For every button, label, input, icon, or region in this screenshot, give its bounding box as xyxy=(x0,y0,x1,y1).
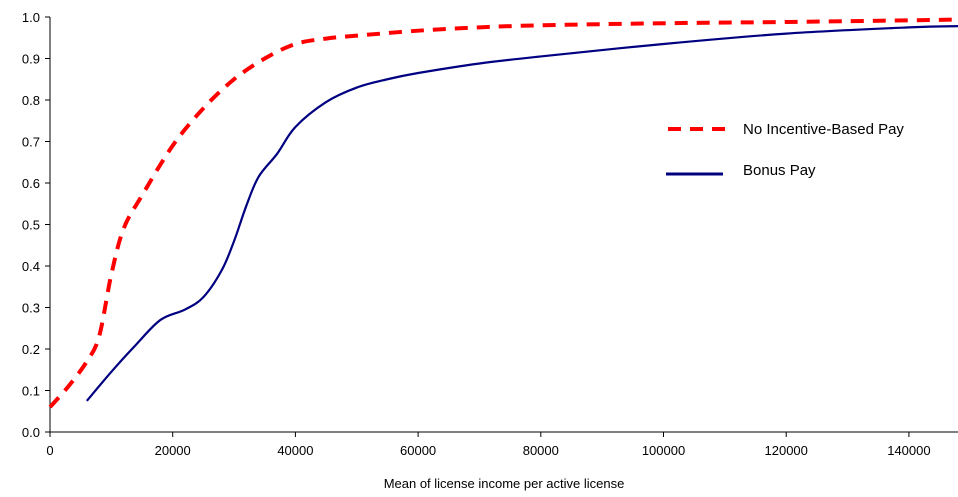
x-axis-title: Mean of license income per active licens… xyxy=(384,476,625,491)
x-tick-label: 120000 xyxy=(765,443,808,458)
x-tick-label: 140000 xyxy=(887,443,930,458)
y-axis-ticks: 0.0 0.1 0.2 0.3 0.4 0.5 0.6 0.7 0.8 0.9 1.0 xyxy=(22,10,50,440)
series-line-bonus-pay xyxy=(85,25,958,402)
y-tick-label: 0.3 xyxy=(22,301,40,316)
x-tick-label: 40000 xyxy=(277,443,313,458)
x-tick-label: 100000 xyxy=(642,443,685,458)
y-tick-label: 0.5 xyxy=(22,218,40,233)
legend-label-no-incentive: No Incentive-Based Pay xyxy=(743,121,904,138)
legend: No Incentive-Based Pay Bonus Pay xyxy=(666,121,904,179)
y-tick-label: 0.2 xyxy=(22,342,40,357)
y-tick-label: 0.1 xyxy=(22,384,40,399)
y-tick-label: 0.4 xyxy=(22,259,40,274)
y-tick-label: 0.9 xyxy=(22,52,40,67)
y-tick-label: 1.0 xyxy=(22,10,40,25)
x-tick-label: 20000 xyxy=(155,443,191,458)
series-line-no-incentive-based-pay xyxy=(48,17,958,409)
x-tick-label: 80000 xyxy=(523,443,559,458)
series-group xyxy=(48,17,958,409)
y-tick-label: 0.7 xyxy=(22,135,40,150)
y-tick-label: 0.6 xyxy=(22,176,40,191)
y-tick-label: 0.0 xyxy=(22,425,40,440)
x-tick-label: 60000 xyxy=(400,443,436,458)
x-tick-label: 0 xyxy=(46,443,53,458)
x-axis-ticks: 0 20000 40000 60000 80000 100000 120000 140000 xyxy=(46,432,931,458)
y-tick-label: 0.8 xyxy=(22,93,40,108)
legend-label-bonus-pay: Bonus Pay xyxy=(743,162,816,179)
